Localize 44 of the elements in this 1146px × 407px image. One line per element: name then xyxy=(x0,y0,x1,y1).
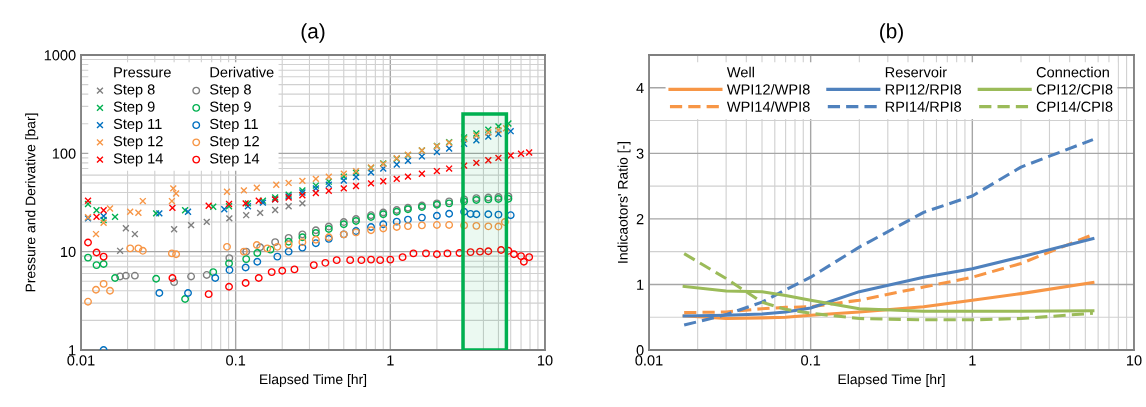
annotation: Reservoir xyxy=(885,66,947,78)
y-tick-label: 3 xyxy=(636,148,644,159)
y-axis-title: Pressure and Derivative [bar] xyxy=(25,113,39,292)
x-axis-title: Elapsed Time [hr] xyxy=(260,374,367,387)
annotation: Pressure xyxy=(114,67,171,78)
annotation: Connection xyxy=(1036,66,1109,78)
legend-label: CPI12/CPI8 xyxy=(1036,83,1113,95)
x-tick-label: 10 xyxy=(1127,355,1142,366)
y-tick-label: 1 xyxy=(637,279,644,290)
legend-label: Step 12 xyxy=(113,136,163,150)
legend-label: WPI12/WPI8 xyxy=(726,83,810,95)
legend-label: Step 9 xyxy=(210,101,251,115)
y-tick-label: 0 xyxy=(636,345,644,356)
y-tick-label: 100 xyxy=(52,148,76,159)
annotation: Well xyxy=(726,66,754,78)
x-tick-label: 10 xyxy=(538,355,553,366)
x-tick-label: 0.01 xyxy=(635,355,663,366)
legend-label: Step 8 xyxy=(210,84,251,98)
legend-label: Step 9 xyxy=(113,101,155,115)
y-tick-label: 2 xyxy=(636,213,644,225)
legend-label: Step 11 xyxy=(113,118,162,132)
x-tick-label: 1 xyxy=(969,355,976,366)
legend-label: Step 12 xyxy=(210,136,259,150)
y-axis-title: Indicaotors' Ratio [-] xyxy=(617,141,631,263)
x-tick-label: 0.1 xyxy=(226,355,246,366)
legend-label: Step 11 xyxy=(210,118,258,132)
y-tick-label: 1000 xyxy=(44,50,76,61)
legend-label: Step 14 xyxy=(113,153,163,167)
annotation: Derivative xyxy=(210,66,274,78)
y-tick-label: 1 xyxy=(69,345,76,356)
legend-label: RPI14/RPI8 xyxy=(885,101,962,112)
y-tick-label: 10 xyxy=(61,246,76,258)
x-tick-label: 0.1 xyxy=(801,355,821,366)
legend-label: Step 8 xyxy=(113,84,155,98)
legend-label: CPI14/CPI8 xyxy=(1036,101,1113,112)
legend-label: RPI12/RPI8 xyxy=(885,83,962,95)
chart-title: (a) xyxy=(301,23,325,43)
y-tick-label: 4 xyxy=(636,83,644,94)
legend-label: Step 14 xyxy=(210,153,260,167)
x-tick-label: 0.01 xyxy=(67,355,95,366)
x-axis-title: Elapsed Time [hr] xyxy=(838,374,945,387)
x-tick-label: 1 xyxy=(387,355,394,366)
chart-title: (b) xyxy=(880,23,903,43)
legend-label: WPI14/WPI8 xyxy=(726,101,810,112)
